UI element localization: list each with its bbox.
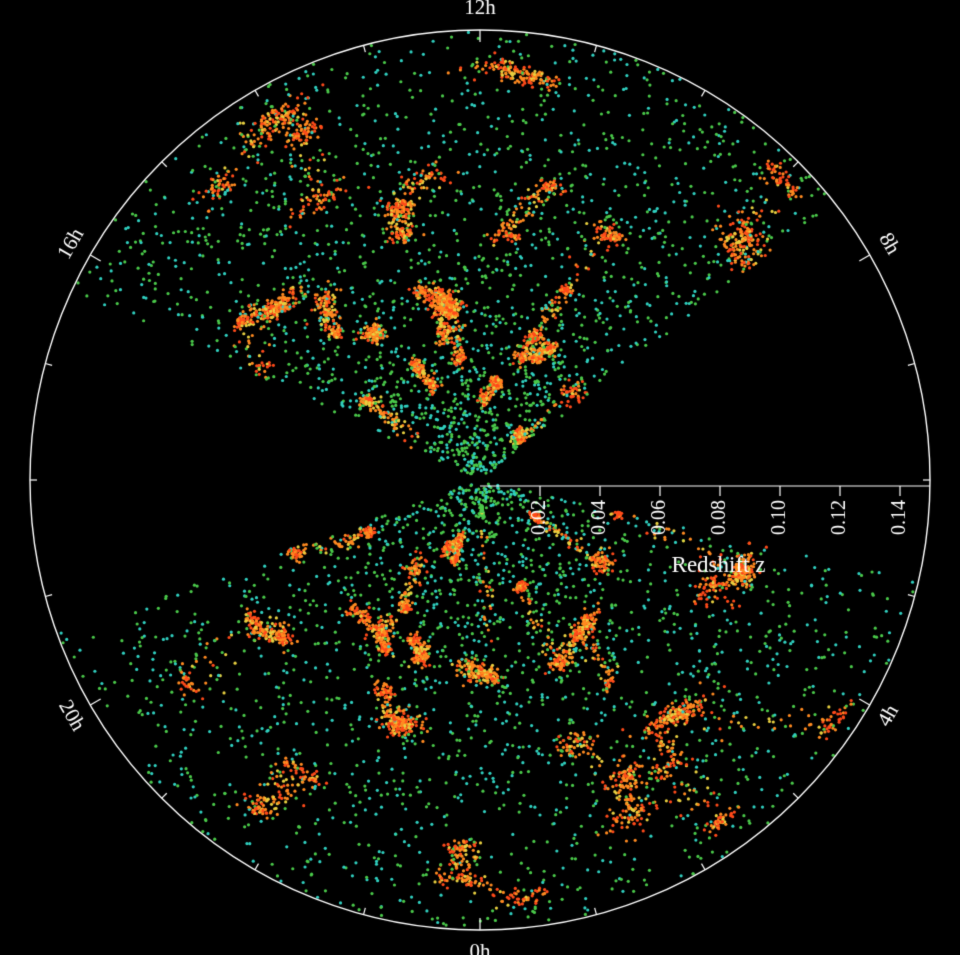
redshift-sky-map [0, 0, 960, 955]
